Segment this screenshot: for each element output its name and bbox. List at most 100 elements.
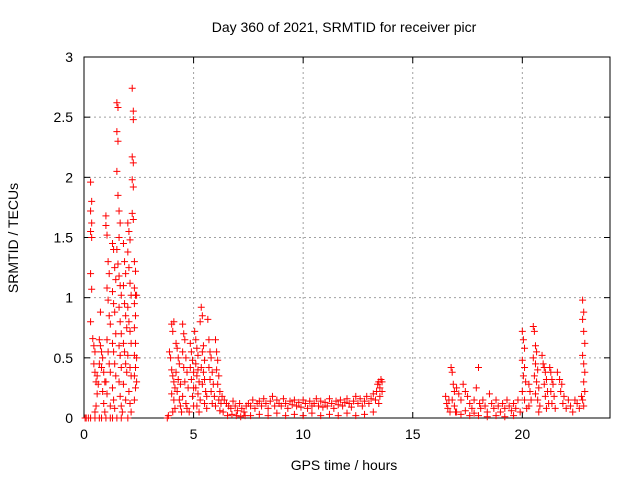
data-point	[106, 368, 114, 376]
data-point	[551, 404, 559, 412]
data-point	[128, 84, 136, 92]
data-point	[352, 412, 360, 420]
data-point	[104, 296, 112, 304]
data-point	[117, 402, 125, 410]
data-point	[117, 414, 125, 422]
data-point	[99, 354, 107, 362]
data-point	[198, 312, 206, 320]
data-point	[192, 384, 200, 392]
data-point	[170, 378, 178, 386]
data-point	[179, 348, 187, 356]
data-point	[105, 312, 113, 320]
data-point	[111, 264, 119, 272]
data-point	[264, 404, 272, 412]
data-point	[258, 402, 266, 410]
data-point	[553, 368, 561, 376]
data-point	[117, 330, 125, 338]
data-point	[206, 348, 214, 356]
y-axis-label: SRMTID / TECUs	[5, 183, 21, 293]
data-point	[361, 397, 369, 405]
data-point	[336, 396, 344, 404]
data-point	[472, 384, 480, 392]
data-point	[112, 276, 120, 284]
data-point	[172, 339, 180, 347]
x-axis-label: GPS time / hours	[291, 457, 398, 473]
data-point	[94, 380, 102, 388]
data-point	[317, 412, 325, 420]
data-point	[325, 395, 333, 403]
data-point	[328, 400, 336, 408]
data-point	[121, 258, 129, 266]
data-point	[180, 330, 188, 338]
data-point	[479, 396, 487, 404]
data-point	[510, 400, 518, 408]
data-point	[461, 388, 469, 396]
data-point	[199, 342, 207, 350]
data-point	[111, 360, 119, 368]
data-point	[564, 396, 572, 404]
data-point	[178, 408, 186, 416]
data-point	[449, 380, 457, 388]
data-point	[539, 360, 547, 368]
data-point	[443, 400, 451, 408]
data-point	[122, 312, 130, 320]
data-point	[196, 318, 204, 326]
data-point	[579, 296, 587, 304]
data-point	[533, 378, 541, 386]
data-points	[81, 84, 589, 422]
data-point	[129, 107, 137, 115]
data-point	[88, 285, 96, 293]
data-point	[98, 363, 106, 371]
data-point	[205, 336, 213, 344]
data-point	[378, 388, 386, 396]
data-point	[114, 260, 122, 268]
data-point	[127, 408, 135, 416]
data-point	[481, 402, 489, 410]
data-point	[444, 404, 452, 412]
data-point	[518, 388, 526, 396]
data-point	[114, 191, 122, 199]
data-point	[102, 221, 110, 229]
data-point	[91, 408, 99, 416]
data-point	[210, 392, 218, 400]
data-point	[376, 392, 384, 400]
data-point	[477, 404, 485, 412]
data-point	[529, 323, 537, 331]
data-point	[106, 402, 114, 410]
data-point	[206, 375, 214, 383]
data-point	[113, 246, 121, 254]
data-point	[129, 215, 137, 223]
data-point	[93, 390, 101, 398]
data-point	[530, 372, 538, 380]
data-point	[216, 407, 224, 415]
data-point	[525, 380, 533, 388]
data-point	[450, 402, 458, 410]
data-point	[207, 388, 215, 396]
data-point	[521, 344, 529, 352]
data-point	[164, 412, 172, 420]
data-point	[115, 272, 123, 280]
data-point	[187, 375, 195, 383]
data-point	[124, 351, 132, 359]
data-point	[132, 312, 140, 320]
data-point	[547, 368, 555, 376]
data-point	[238, 404, 246, 412]
data-point	[192, 336, 200, 344]
data-point	[521, 396, 529, 404]
data-point	[547, 388, 555, 396]
data-point	[115, 234, 123, 241]
data-point	[119, 339, 127, 347]
data-point	[172, 368, 180, 376]
data-point	[228, 410, 236, 418]
data-point	[129, 159, 137, 167]
data-point	[251, 404, 259, 412]
data-point	[518, 327, 526, 335]
data-point	[293, 402, 301, 410]
data-point	[319, 403, 327, 411]
data-point	[365, 400, 373, 408]
data-point	[197, 363, 205, 371]
data-point	[232, 412, 240, 420]
data-point	[87, 207, 95, 215]
data-point	[125, 227, 133, 235]
data-point	[169, 327, 177, 335]
